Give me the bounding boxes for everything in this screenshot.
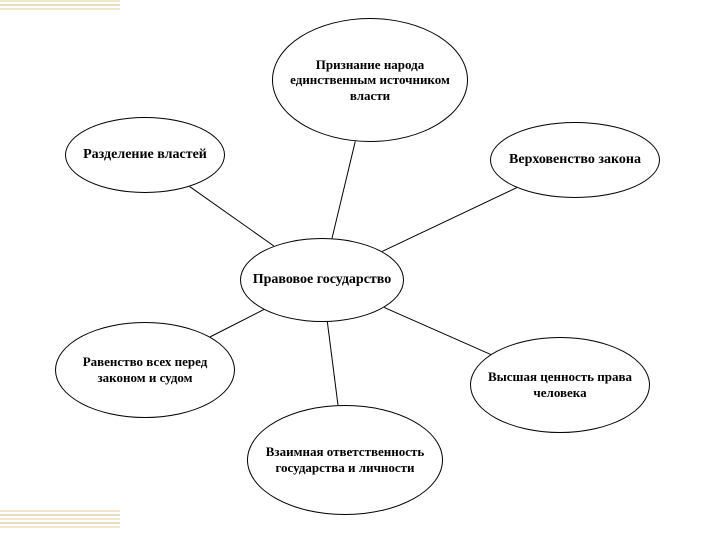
- decor-bar: [0, 510, 120, 512]
- node-label: Высшая ценность права человека: [481, 369, 639, 400]
- node-topright: Верховенство закона: [490, 122, 660, 198]
- node-label: Разделение властей: [83, 147, 207, 164]
- node-top: Признание народа единственным источником…: [272, 18, 468, 142]
- edge-line: [332, 141, 355, 238]
- edge-line: [210, 310, 264, 337]
- node-label: Равенство всех перед законом и судом: [66, 354, 224, 385]
- node-botright: Высшая ценность права человека: [470, 337, 650, 433]
- decor-bar: [0, 4, 120, 6]
- edge-line: [384, 307, 491, 354]
- node-bottom: Взаимная ответственность государства и л…: [247, 405, 443, 515]
- decor-bar: [0, 522, 120, 524]
- node-label: Верховенство закона: [509, 152, 641, 169]
- edge-line: [327, 322, 338, 405]
- edge-line: [382, 188, 517, 252]
- node-label: Признание народа единственным источником…: [283, 57, 457, 104]
- node-topleft: Разделение властей: [65, 117, 225, 193]
- node-label: Правовое государство: [253, 272, 392, 289]
- diagram-canvas: Правовое государство Признание народа ед…: [0, 0, 720, 540]
- decor-bar: [0, 518, 120, 520]
- decor-bar: [0, 514, 120, 516]
- decor-bar: [0, 8, 120, 10]
- decor-bar: [0, 526, 120, 528]
- top-left-decoration: [0, 0, 120, 18]
- node-center: Правовое государство: [240, 238, 404, 322]
- node-botleft: Равенство всех перед законом и судом: [55, 322, 235, 418]
- bottom-left-decoration: [0, 510, 120, 540]
- edge-line: [190, 187, 274, 246]
- node-label: Взаимная ответственность государства и л…: [258, 444, 432, 475]
- decor-bar: [0, 0, 120, 2]
